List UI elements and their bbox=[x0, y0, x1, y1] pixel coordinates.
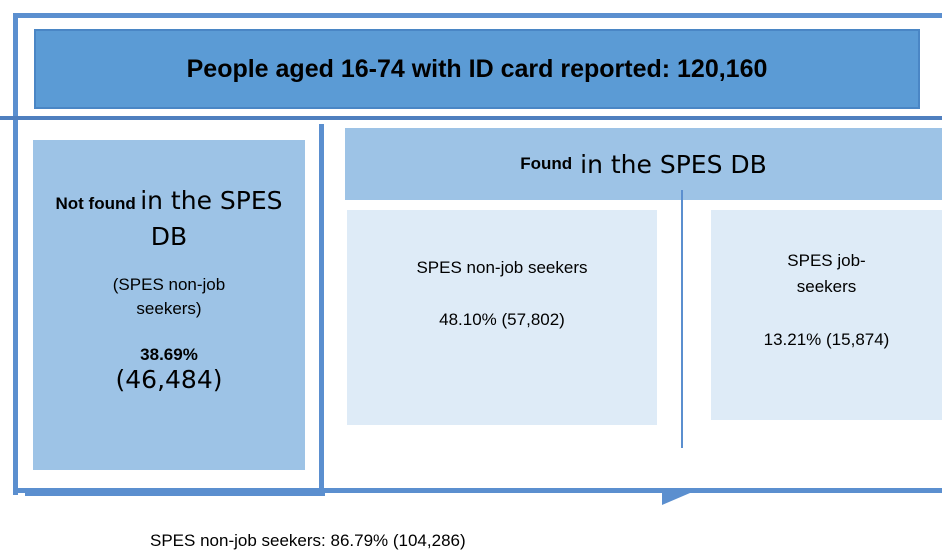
frame-left bbox=[13, 13, 18, 495]
group-label: SPES job-seekers bbox=[787, 251, 866, 296]
not-found-rest: in the SPES DB bbox=[140, 186, 283, 251]
found-rest: in the SPES DB bbox=[580, 149, 767, 179]
header-title: People aged 16-74 with ID card reported:… bbox=[186, 54, 768, 83]
not-found-box: Not found in the SPES DB (SPES non-job s… bbox=[33, 140, 305, 470]
group-value: 13.21% (15,874) bbox=[763, 330, 890, 349]
group-box: SPES job-seekers 13.21% (15,874) bbox=[711, 210, 942, 420]
group-label: SPES non-job seekers bbox=[416, 258, 588, 277]
not-found-percent: 38.69% bbox=[140, 345, 198, 364]
arrow bbox=[662, 493, 690, 505]
vertical-divider bbox=[319, 124, 324, 492]
footer-summary: SPES non-job seekers: 86.79% (104,286) bbox=[150, 531, 466, 550]
frame-top bbox=[15, 13, 942, 18]
found-divider bbox=[681, 190, 683, 448]
header-banner: People aged 16-74 with ID card reported:… bbox=[34, 29, 920, 109]
frame-bottom-shadow bbox=[25, 493, 325, 496]
not-found-heading: Not found in the SPES DB bbox=[33, 185, 305, 257]
found-box: Found in the SPES DB bbox=[345, 128, 942, 200]
group-box: SPES non-job seekers 48.10% (57,802) bbox=[347, 210, 657, 425]
group-value: 48.10% (57,802) bbox=[439, 310, 565, 329]
frame-bottom bbox=[15, 488, 942, 493]
not-found-count: (46,484) bbox=[115, 365, 223, 394]
divider bbox=[0, 116, 942, 120]
not-found-bold: Not found bbox=[55, 194, 136, 213]
found-bold: Found bbox=[520, 154, 573, 173]
not-found-note: (SPES non-job seekers) bbox=[112, 275, 226, 318]
